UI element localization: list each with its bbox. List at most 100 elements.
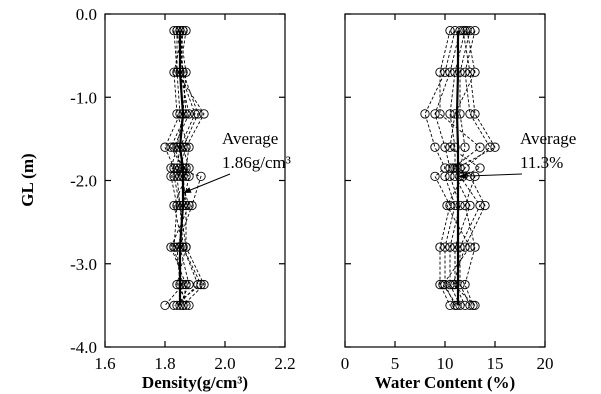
density-data-point xyxy=(172,67,182,77)
density-data-point xyxy=(184,142,194,152)
density-data-point xyxy=(196,171,206,181)
water-content-data-point xyxy=(455,200,465,211)
density-data-point xyxy=(181,300,191,311)
density-data-point xyxy=(184,171,194,181)
density-panel: 1.6 1.8 2.0 2.2 0.0 -1.0 -2.0 -3.0 -4.0 Density(… xyxy=(18,5,296,392)
density-data-point xyxy=(181,26,191,36)
density-data-point xyxy=(175,171,185,181)
density-data-point xyxy=(181,67,191,77)
water-content-data-point xyxy=(445,142,455,152)
density-data-point xyxy=(193,279,203,290)
density-y-tick-label: -3.0 xyxy=(70,255,97,274)
water-content-data-point xyxy=(455,26,465,36)
water-content-data-point xyxy=(470,109,480,119)
water-content-data-point xyxy=(430,142,440,152)
density-data-point xyxy=(178,279,188,290)
density-data-point xyxy=(172,200,182,211)
density-data-point xyxy=(184,200,194,211)
water-content-data-point xyxy=(445,171,455,181)
water-content-annotation-average: Average xyxy=(520,129,576,148)
density-x-tick-label: 2.0 xyxy=(214,354,235,373)
water-content-series-line-8 xyxy=(442,30,481,306)
density-data-point xyxy=(166,163,176,173)
density-data-point xyxy=(160,142,170,152)
water-content-data-point xyxy=(470,300,480,311)
density-data-point xyxy=(169,142,179,152)
water-content-data-point xyxy=(455,279,465,290)
water-content-data-point xyxy=(438,279,448,290)
density-data-point xyxy=(181,142,191,152)
water-content-data-point xyxy=(440,142,450,152)
density-data-point xyxy=(175,200,185,211)
water-content-panel: 0 5 10 15 20 Water Content (%) Average 11.3% xyxy=(341,13,576,392)
density-y-tick-label: 0.0 xyxy=(76,5,97,24)
density-data-point xyxy=(184,109,194,119)
water-content-data-point xyxy=(475,142,485,152)
water-content-data-point xyxy=(450,279,460,290)
water-content-data-point xyxy=(465,67,475,77)
water-content-x-tick-label: 0 xyxy=(341,354,350,373)
water-content-data-point xyxy=(455,242,465,252)
water-content-data-point xyxy=(460,200,470,211)
water-content-data-point xyxy=(490,142,500,152)
density-x-axis-label: Density(g/cm³) xyxy=(142,373,248,392)
density-data-point xyxy=(169,67,179,77)
water-content-annotation-value: 11.3% xyxy=(520,153,563,172)
density-data-point xyxy=(181,109,191,119)
water-content-data-point xyxy=(450,109,460,119)
water-content-annotation-leader xyxy=(457,173,523,177)
water-content-average-line xyxy=(455,30,460,306)
density-data-point xyxy=(172,300,182,311)
water-content-data-point xyxy=(435,67,445,77)
density-data-point xyxy=(199,279,209,290)
water-content-series-line-3 xyxy=(449,30,466,306)
density-data-point xyxy=(169,26,179,36)
density-data-point xyxy=(178,142,188,152)
density-annotation-leader xyxy=(182,173,231,194)
water-content-x-tick-label: 10 xyxy=(437,354,454,373)
water-content-data-point xyxy=(462,26,472,36)
water-content-data-point xyxy=(470,242,480,252)
water-content-data-point xyxy=(445,279,455,290)
water-content-data-point xyxy=(420,109,430,119)
density-data-point xyxy=(184,279,194,290)
water-content-data-point xyxy=(465,26,475,36)
water-content-data-point xyxy=(445,300,455,311)
water-content-data-point xyxy=(450,142,460,152)
water-content-data-point xyxy=(465,242,475,252)
water-content-data-point xyxy=(445,200,455,211)
density-annotation-value: 1.86g/cm³ xyxy=(222,153,291,172)
density-data-point xyxy=(172,142,182,152)
density-data-point xyxy=(172,242,182,252)
density-series-line-3 xyxy=(179,30,205,306)
density-data-point xyxy=(172,109,182,119)
gl-y-axis-label: GL (m) xyxy=(18,153,37,206)
water-content-data-point xyxy=(485,142,495,152)
water-content-data-point xyxy=(455,300,465,311)
water-content-data-point xyxy=(468,300,478,311)
density-data-point xyxy=(172,26,182,36)
density-data-point xyxy=(184,300,194,311)
density-data-point xyxy=(187,200,197,211)
density-annotation-arrowhead xyxy=(183,187,192,193)
water-content-data-point xyxy=(475,200,485,211)
density-series-line-2 xyxy=(173,30,202,306)
water-content-data-point xyxy=(445,109,455,119)
density-y-tick-label: -4.0 xyxy=(70,338,97,357)
water-content-data-point xyxy=(435,242,445,252)
water-content-data-point xyxy=(440,242,450,252)
water-content-data-point xyxy=(440,171,450,181)
water-content-data-point xyxy=(450,242,460,252)
water-content-data-point xyxy=(460,279,470,290)
water-content-x-tick-label: 20 xyxy=(537,354,554,373)
water-content-data-point xyxy=(470,67,480,77)
water-content-data-point xyxy=(430,109,440,119)
density-x-tick-label: 2.2 xyxy=(274,354,295,373)
water-content-data-point xyxy=(442,200,452,211)
density-data-point xyxy=(166,142,176,152)
water-content-data-point xyxy=(455,67,465,77)
density-data-point xyxy=(169,200,179,211)
density-data-point xyxy=(166,242,176,252)
density-data-point xyxy=(169,242,179,252)
